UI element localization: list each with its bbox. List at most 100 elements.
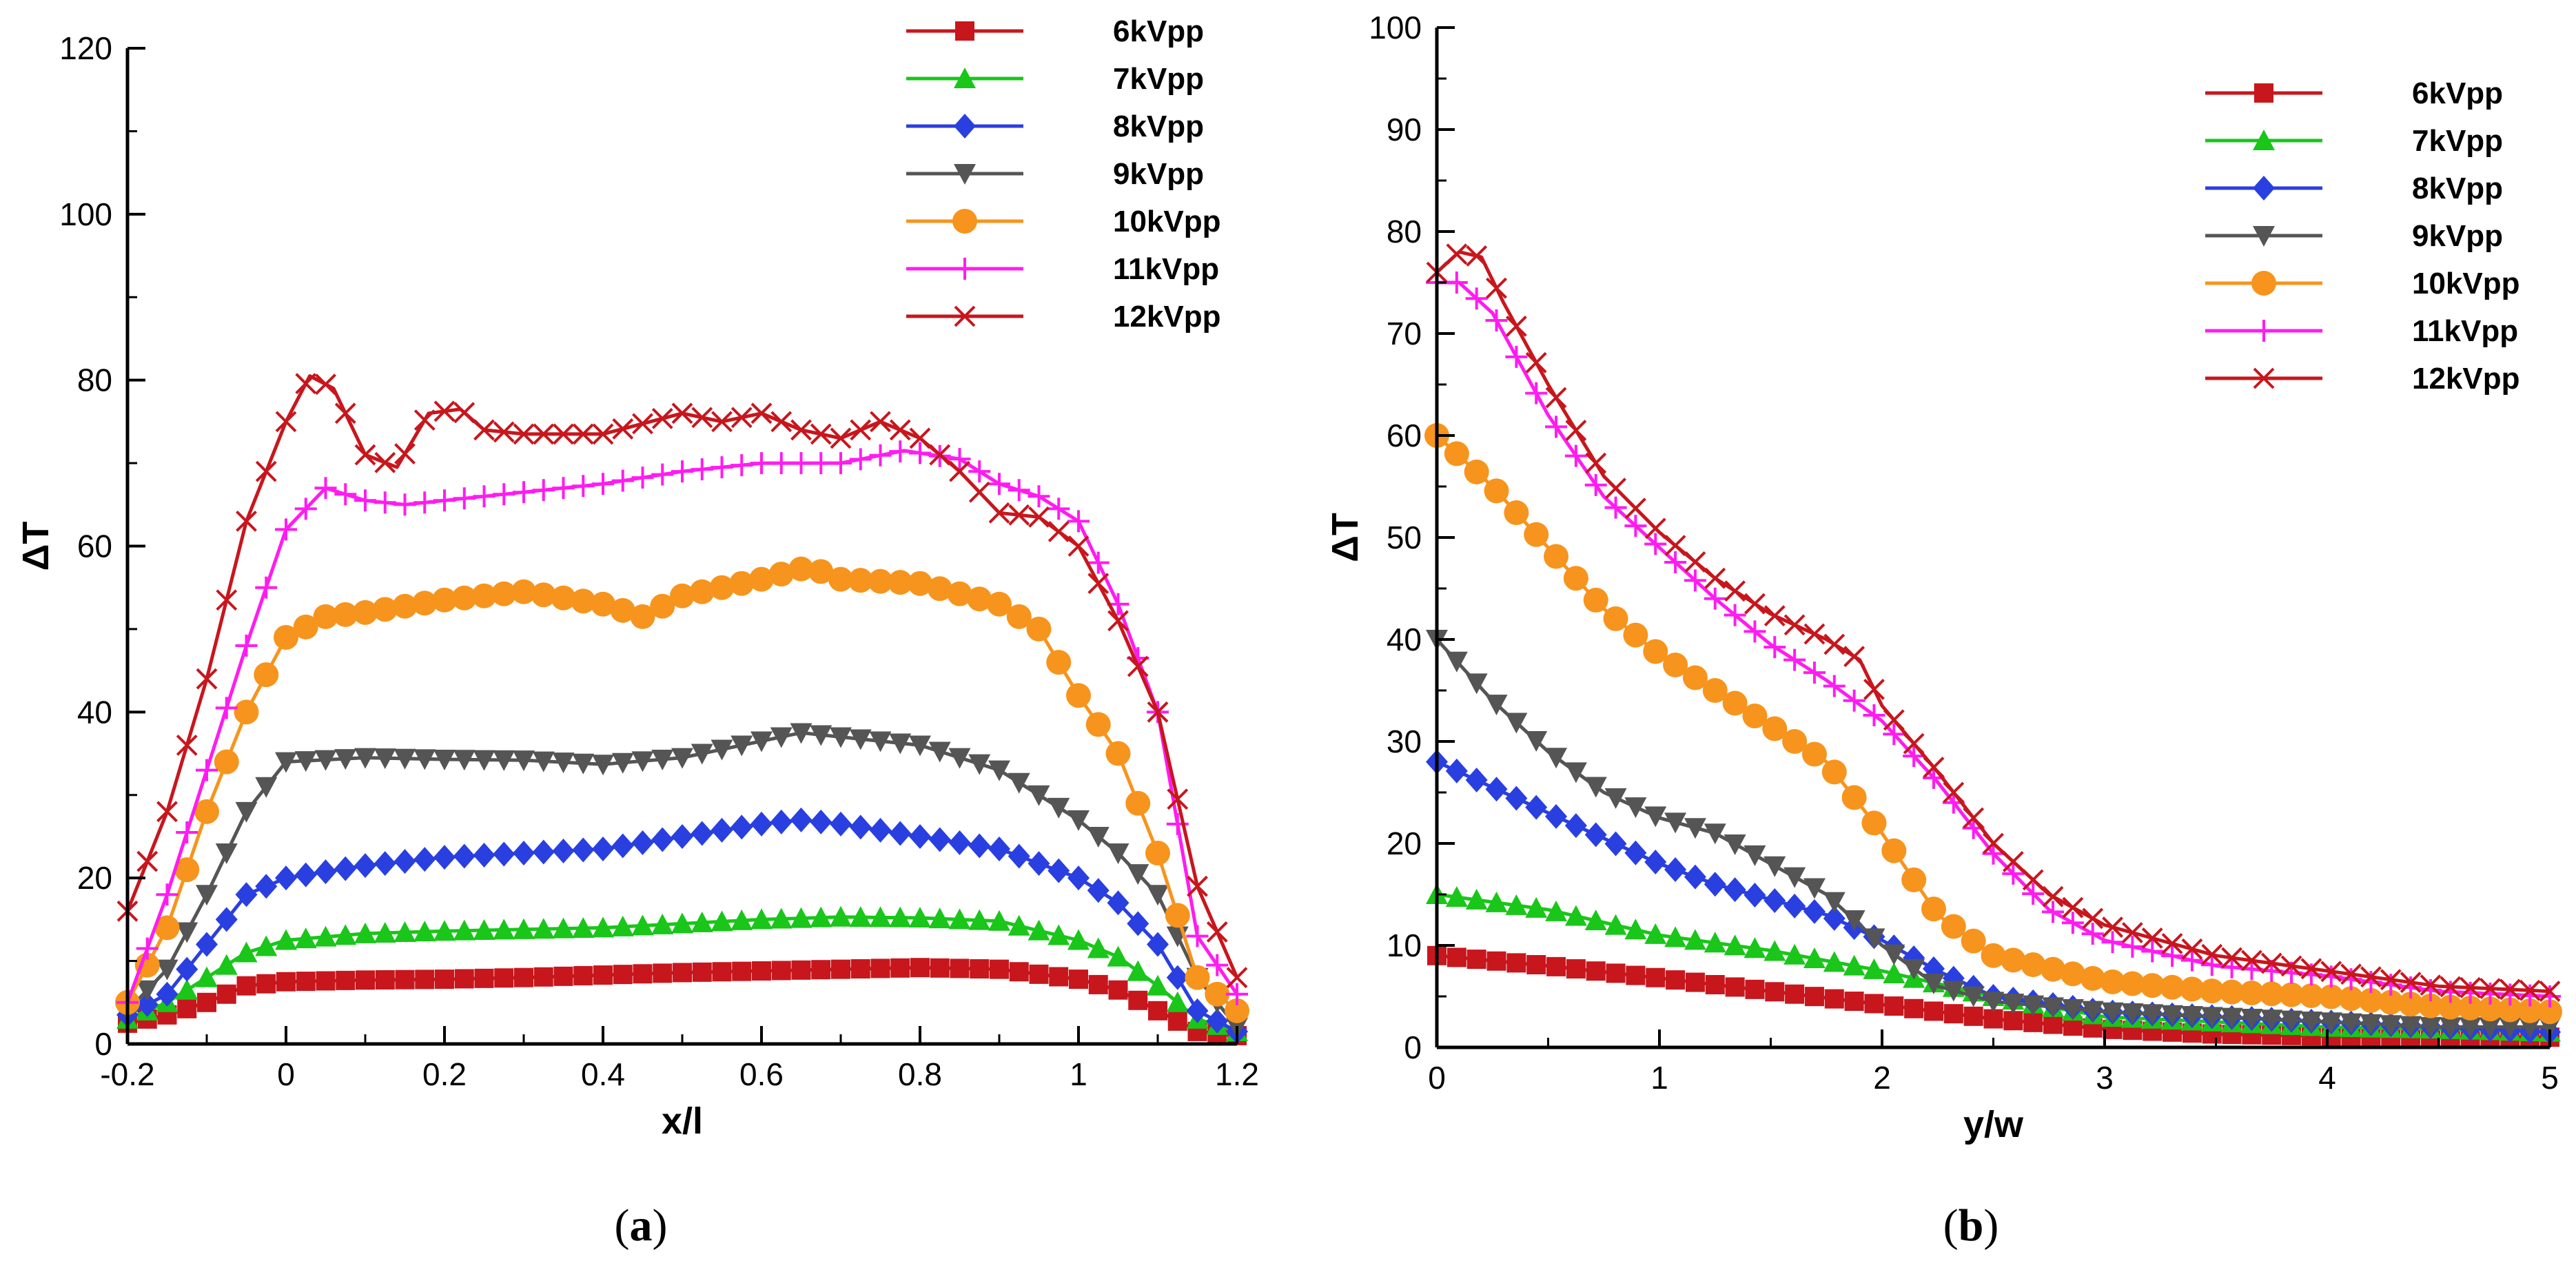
- point-6kVpp-44: [990, 959, 1009, 979]
- point-8kVpp-12: [354, 853, 376, 879]
- point-10kVpp-16: [1742, 704, 1768, 728]
- point-11kVpp-7: [1564, 444, 1587, 467]
- point-12kVpp-43: [2280, 955, 2302, 977]
- point-9kVpp-33: [2081, 1001, 2104, 1022]
- point-10kVpp-49: [1085, 712, 1111, 737]
- point-8kVpp-13: [374, 851, 396, 876]
- point-9kVpp-36: [830, 727, 852, 748]
- point-11kVpp-6: [235, 635, 258, 657]
- point-11kVpp-24: [592, 473, 614, 495]
- series-line-11kVpp: [1437, 280, 2551, 998]
- point-11kVpp-42: [948, 448, 971, 471]
- point-7kVpp-17: [1764, 940, 1786, 961]
- point-12kVpp-15: [1724, 580, 1746, 602]
- point-12kVpp-42: [2260, 952, 2282, 974]
- point-7kVpp-38: [869, 906, 892, 927]
- point-12kVpp-21: [1843, 646, 1865, 668]
- point-8kVpp-46: [1028, 851, 1050, 876]
- point-8kVpp-37: [849, 814, 872, 840]
- point-12kVpp-37: [2161, 932, 2183, 954]
- point-12kVpp-13: [374, 451, 396, 473]
- point-6kVpp-34: [791, 960, 811, 980]
- point-7kVpp-12: [354, 922, 376, 943]
- point-12kVpp-29: [691, 407, 713, 429]
- legend: 6kVpp 7kVpp 8kVpp 9kVpp 10kVpp 11kVpp 12kVpp: [2205, 76, 2520, 396]
- point-11kVpp-47: [2360, 971, 2382, 994]
- point-7kVpp-14: [393, 921, 416, 943]
- point-7kVpp-37: [849, 906, 872, 927]
- point-9kVpp-24: [592, 755, 614, 776]
- point-9kVpp-48: [2380, 1015, 2402, 1036]
- point-11kVpp-46: [2340, 968, 2362, 991]
- point-8kVpp-7: [255, 874, 278, 899]
- legend-marker-11kVpp: [2253, 320, 2275, 342]
- point-11kVpp-1: [1445, 271, 1468, 294]
- point-8kVpp-1: [136, 992, 159, 1017]
- point-11kVpp-26: [631, 467, 654, 489]
- point-12kVpp-45: [1008, 504, 1030, 526]
- point-9kVpp-17: [453, 750, 476, 771]
- point-11kVpp-21: [1843, 689, 1865, 712]
- legend-marker-11kVpp: [954, 258, 976, 280]
- point-12kVpp-51: [1127, 655, 1149, 677]
- point-8kVpp-25: [611, 833, 634, 859]
- point-12kVpp-29: [2002, 851, 2024, 872]
- point-9kVpp-49: [2400, 1016, 2422, 1037]
- point-7kVpp-21: [1843, 954, 1865, 976]
- point-10kVpp-26: [630, 604, 655, 629]
- point-9kVpp-42: [2260, 1009, 2283, 1031]
- point-10kVpp-13: [1682, 665, 1708, 690]
- point-9kVpp-21: [1843, 910, 1865, 931]
- point-9kVpp-54: [2499, 1017, 2522, 1038]
- point-11kVpp-9: [294, 498, 317, 520]
- point-12kVpp-43: [968, 481, 990, 503]
- point-9kVpp-27: [1962, 986, 1985, 1007]
- legend-label-11kVpp: 11kVpp: [1113, 252, 1219, 286]
- x-tick-label: 5: [2541, 1060, 2559, 1096]
- point-7kVpp-39: [889, 906, 912, 927]
- point-12kVpp-20: [1823, 633, 1846, 655]
- point-12kVpp-3: [176, 735, 198, 756]
- point-6kVpp-29: [692, 962, 712, 982]
- point-11kVpp-32: [2061, 912, 2084, 934]
- point-7kVpp-15: [413, 921, 436, 942]
- point-11kVpp-20: [1823, 675, 1846, 697]
- point-9kVpp-36: [2141, 1004, 2164, 1025]
- point-9kVpp-21: [532, 751, 555, 772]
- point-6kVpp-33: [771, 961, 791, 981]
- point-10kVpp-32: [749, 566, 774, 592]
- y-tick-label: 10: [1387, 927, 1422, 963]
- point-8kVpp-40: [909, 823, 931, 849]
- point-11kVpp-52: [2459, 981, 2482, 1004]
- point-12kVpp-21: [533, 423, 555, 445]
- point-9kVpp-12: [354, 748, 376, 769]
- point-9kVpp-3: [1485, 695, 1508, 716]
- legend-marker-10kVpp: [952, 209, 977, 234]
- point-7kVpp-7: [255, 935, 278, 956]
- point-10kVpp-31: [729, 571, 755, 596]
- point-7kVpp-14: [1704, 932, 1726, 953]
- point-6kVpp-30: [712, 962, 732, 982]
- point-10kVpp-33: [2080, 965, 2105, 991]
- point-12kVpp-19: [1803, 623, 1826, 645]
- point-11kVpp-48: [1067, 510, 1090, 533]
- point-11kVpp-1: [136, 937, 159, 960]
- point-6kVpp-10: [1626, 965, 1646, 985]
- point-9kVpp-53: [2479, 1017, 2502, 1038]
- point-7kVpp-17: [453, 919, 476, 941]
- x-tick-label: 0.2: [422, 1056, 467, 1092]
- point-12kVpp-53: [1167, 788, 1189, 810]
- legend-label-10kVpp: 10kVpp: [2412, 267, 2520, 300]
- point-10kVpp-55: [1205, 981, 1230, 1007]
- point-8kVpp-14: [1704, 872, 1726, 897]
- point-6kVpp-10: [316, 971, 336, 991]
- point-11kVpp-17: [453, 487, 476, 510]
- point-6kVpp-22: [1864, 994, 1884, 1014]
- point-10kVpp-47: [1046, 650, 1072, 675]
- point-6kVpp-4: [1506, 953, 1526, 973]
- point-12kVpp-2: [156, 801, 178, 823]
- point-12kVpp-3: [1486, 277, 1507, 299]
- point-10kVpp-39: [888, 570, 913, 595]
- point-12kVpp-36: [2141, 927, 2163, 949]
- series-9kVpp: [1426, 630, 2561, 1038]
